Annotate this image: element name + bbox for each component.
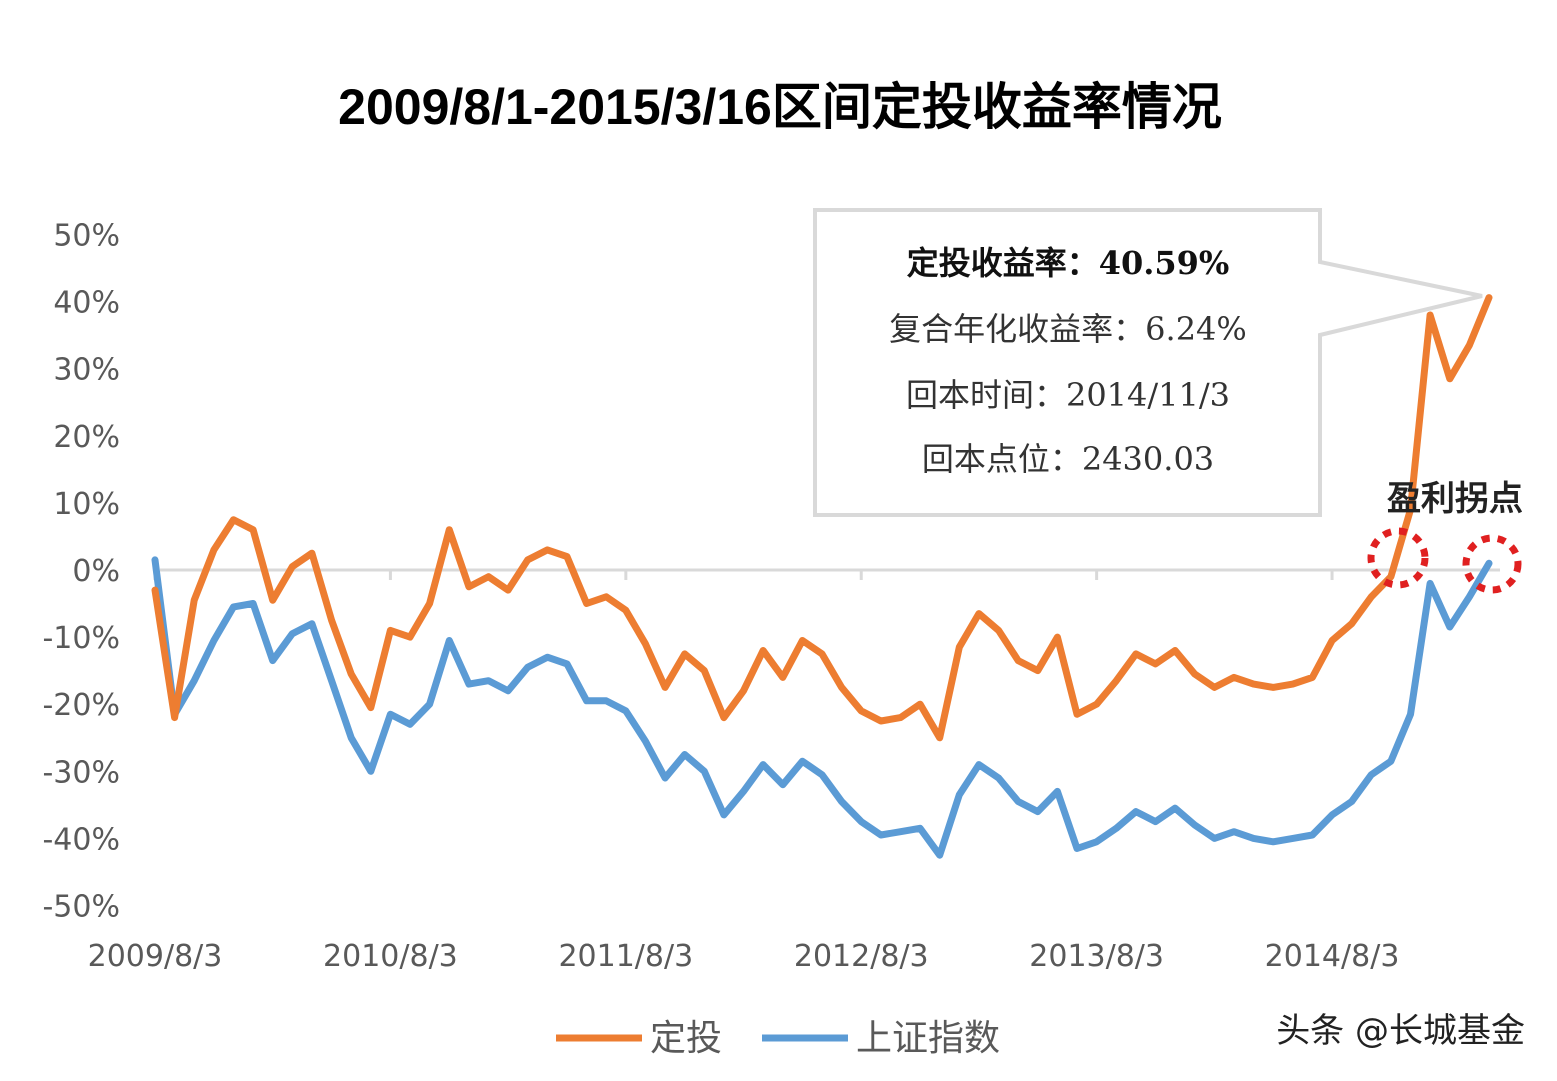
x-tick-label: 2012/8/3 [794, 939, 929, 974]
y-tick-label: 20% [53, 420, 120, 455]
y-tick-label: 10% [53, 487, 120, 522]
y-axis: 50% 40% 30% 20% 10% 0% -10% -20% -30% -40% -50% [42, 219, 120, 925]
y-tick-label: -50% [42, 890, 120, 925]
y-tick-label: -20% [42, 688, 120, 723]
y-tick-label: 0% [72, 554, 120, 589]
x-tick-label: 2014/8/3 [1265, 939, 1400, 974]
annotation-label: 盈利拐点 [1387, 479, 1523, 519]
series-lines [151, 294, 1493, 859]
x-tick-label: 2013/8/3 [1029, 939, 1164, 974]
y-tick-label: 50% [53, 219, 120, 254]
legend-label-shanghai: 上证指数 [856, 1018, 1000, 1059]
y-tick-label: -30% [42, 755, 120, 790]
x-tick-label: 2010/8/3 [323, 939, 458, 974]
legend: 定投 上证指数 [556, 1018, 1000, 1059]
callout-line-return: 定投收益率：40.59% [907, 244, 1230, 282]
x-axis [153, 568, 1500, 580]
y-tick-label: 30% [53, 353, 120, 388]
turning-point-marker-2 [1462, 534, 1522, 594]
callout-box: 定投收益率：40.59% 复合年化收益率：6.24% 回本时间：2014/11/… [813, 208, 1483, 517]
x-tick-labels: 2009/8/3 2010/8/3 2011/8/3 2012/8/3 2013/8/3… [88, 939, 1400, 974]
callout-shape [813, 208, 1483, 517]
watermark: 头条 @长城基金 [1276, 1011, 1525, 1051]
legend-label-dingtou: 定投 [650, 1018, 722, 1059]
callout-line-breakeven-date: 回本时间：2014/11/3 [906, 376, 1230, 414]
y-tick-label: 40% [53, 286, 120, 321]
y-tick-label: -10% [42, 621, 120, 656]
y-tick-label: -40% [42, 822, 120, 857]
chart-title: 2009/8/1-2015/3/16区间定投收益率情况 [338, 79, 1222, 135]
turning-point-marker-1 [1367, 527, 1429, 589]
series-line-shanghai-index [151, 556, 1493, 859]
callout-line-annualized: 复合年化收益率：6.24% [889, 310, 1247, 348]
callout-line-breakeven-level: 回本点位：2430.03 [922, 440, 1214, 478]
x-tick-label: 2011/8/3 [558, 939, 693, 974]
x-tick-label: 2009/8/3 [88, 939, 223, 974]
